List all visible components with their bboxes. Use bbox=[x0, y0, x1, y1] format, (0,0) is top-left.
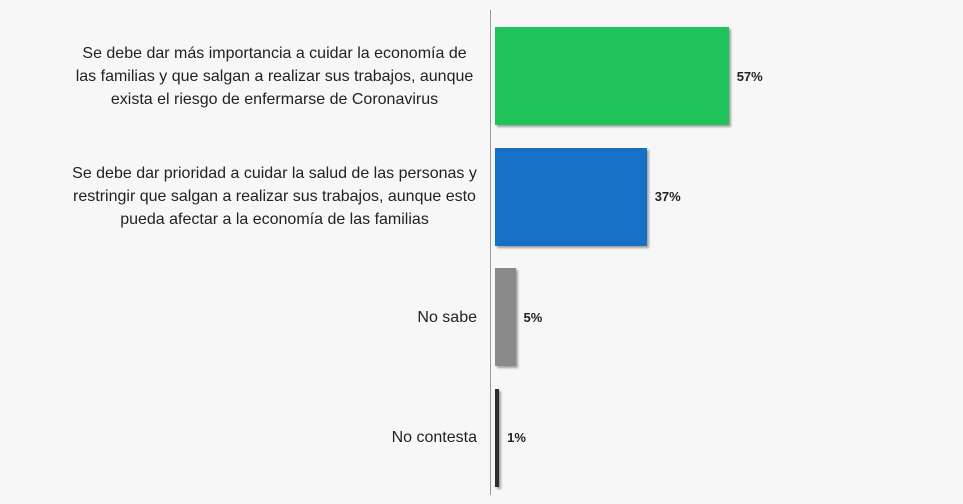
bar-row: No contesta 1% bbox=[0, 388, 963, 487]
bar-row: Se debe dar prioridad a cuidar la salud … bbox=[0, 147, 963, 246]
category-label-box: No contesta bbox=[392, 389, 477, 487]
bar-row: No sabe 5% bbox=[0, 268, 963, 366]
bar bbox=[495, 268, 516, 366]
value-label: 5% bbox=[523, 309, 543, 325]
bar bbox=[495, 388, 500, 487]
value-label: 37% bbox=[654, 189, 681, 204]
bar bbox=[495, 27, 729, 125]
category-label-box: No sabe bbox=[417, 268, 477, 366]
category-label-box: Se debe dar prioridad a cuidar la salud … bbox=[72, 148, 477, 246]
category-label: Se debe dar prioridad a cuidar la salud … bbox=[72, 165, 477, 228]
value-label: 57% bbox=[736, 68, 763, 84]
category-label-box: Se debe dar más importancia a cuidar la … bbox=[72, 27, 477, 125]
bar-row: Se debe dar más importancia a cuidar la … bbox=[0, 27, 963, 125]
value-label: 1% bbox=[507, 430, 526, 445]
category-label: No sabe bbox=[417, 308, 477, 326]
category-label: No contesta bbox=[391, 429, 477, 446]
bar bbox=[495, 147, 647, 246]
category-label: Se debe dar más importancia a cuidar la … bbox=[75, 44, 474, 108]
axis-line bbox=[490, 10, 491, 495]
